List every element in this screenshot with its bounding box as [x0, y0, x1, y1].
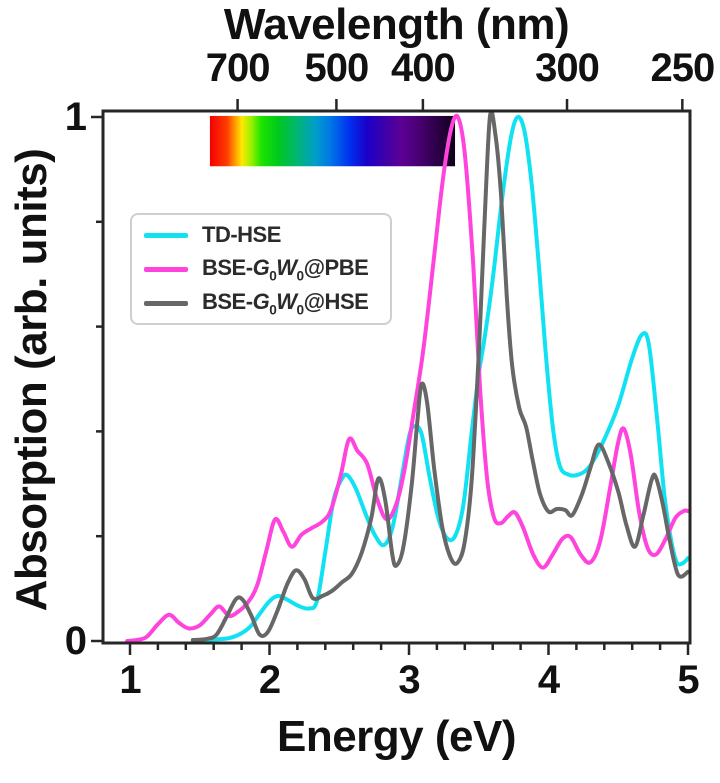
legend-label-bse-g0w0-pbe: BSE-G0W0@PBE: [202, 254, 369, 284]
y-tick-label-0: 0: [64, 619, 87, 663]
wavelength-tick-label-700: 700: [205, 46, 271, 90]
legend-text-G-sub: 0: [269, 302, 277, 318]
legend-text-suffix: @PBE: [303, 254, 369, 280]
plot-spines: [101, 109, 692, 645]
x-tick-label-4: 4: [537, 658, 560, 702]
legend-text-W-sub: 0: [296, 302, 305, 318]
legend-item-td-hse: TD-HSE: [144, 220, 390, 250]
y-tick-label-1: 1: [64, 95, 87, 139]
wavelength-tick-label-250: 250: [650, 46, 715, 90]
legend-line-gray: [144, 300, 188, 306]
legend-text-G-sub: 0: [269, 268, 277, 284]
legend-text-prefix: BSE-: [202, 288, 253, 314]
series-line-td-hse: [197, 114, 689, 642]
legend-text-W: W: [276, 254, 297, 280]
legend-text-G: G: [252, 288, 270, 314]
legend-text-prefix: BSE-: [202, 254, 253, 280]
legend-item-bse-g0w0-hse: BSE-G0W0@HSE: [144, 288, 390, 318]
legend-line-magenta: [144, 266, 188, 272]
legend-text-G: G: [252, 254, 270, 280]
x-axis-title: Energy (eV): [276, 712, 517, 761]
y-axis-title-wrap: Absorption (arb. units): [7, 120, 56, 640]
y-axis-title: Absorption (arb. units): [7, 148, 56, 612]
legend-box: TD-HSE BSE-G0W0@PBE BSE-G0W0@HSE: [130, 213, 392, 325]
x-tick-label-3: 3: [398, 658, 420, 702]
x-tick-label-2: 2: [258, 658, 281, 702]
x-tick-label-1: 1: [119, 658, 141, 702]
legend-item-bse-g0w0-pbe: BSE-G0W0@PBE: [144, 254, 390, 284]
legend-text-W-sub: 0: [296, 268, 305, 284]
wavelength-tick-label-400: 400: [391, 46, 456, 90]
legend-label-bse-g0w0-hse: BSE-G0W0@HSE: [202, 288, 369, 318]
series-line-bse-g0w0-pbe: [125, 113, 689, 642]
wavelength-tick-label-500: 500: [304, 46, 370, 90]
legend-text-suffix: @HSE: [303, 288, 369, 314]
legend-label-td-hse: TD-HSE: [202, 222, 281, 247]
series-line-bse-g0w0-hse: [190, 112, 689, 642]
wavelength-tick-label-300: 300: [535, 46, 600, 90]
legend-line-cyan: [144, 232, 188, 238]
legend-text-W: W: [276, 288, 297, 314]
top-axis-title: Wavelength (nm): [223, 0, 570, 49]
x-tick-label-5: 5: [677, 658, 699, 702]
visible-spectrum-bar: [209, 115, 456, 167]
